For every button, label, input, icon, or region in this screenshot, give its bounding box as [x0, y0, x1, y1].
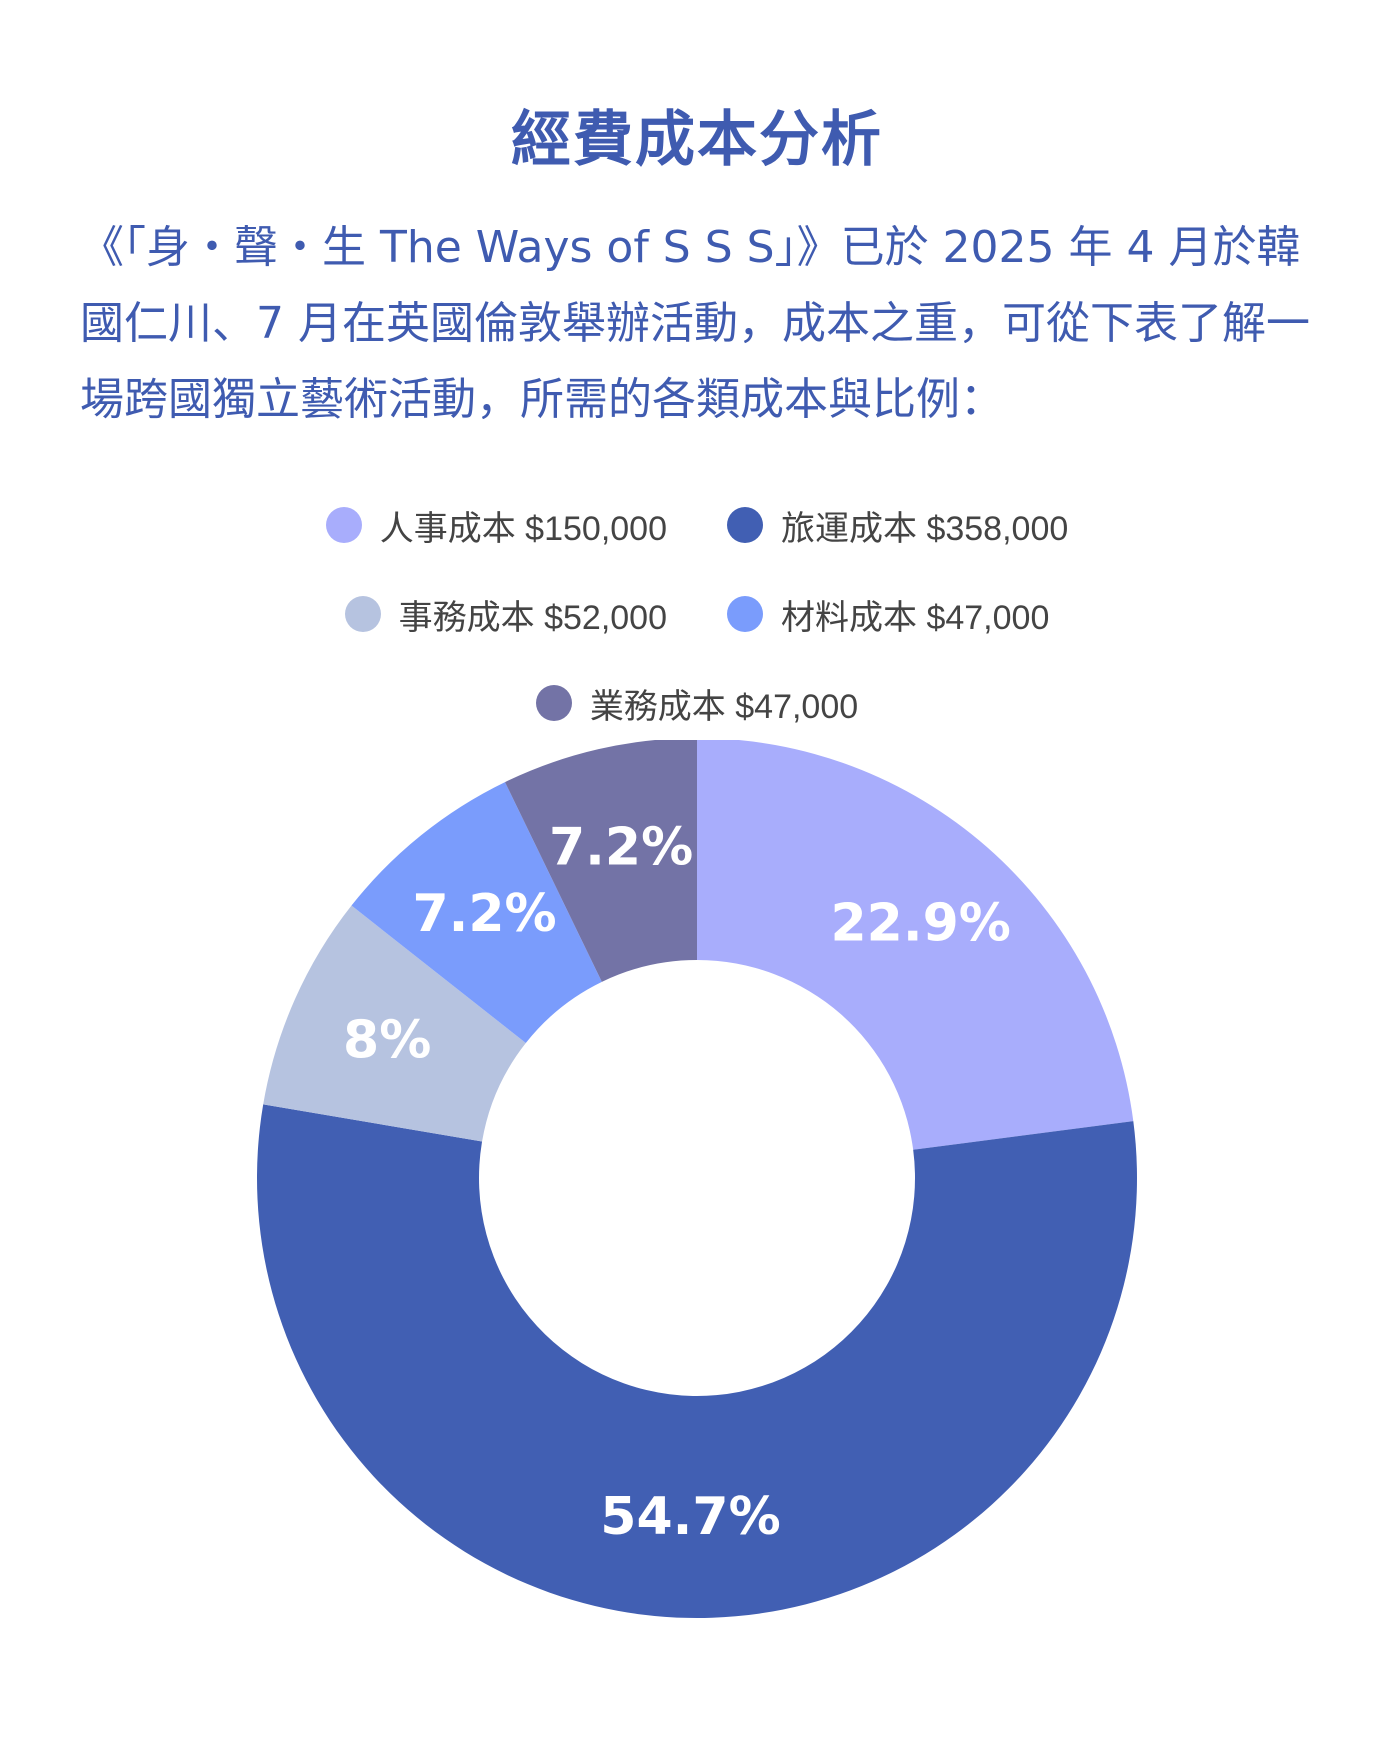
- slice-materials: [351, 782, 602, 1044]
- slice-personnel: [697, 740, 1134, 1150]
- legend-label-personnel: 人事成本 $150,000: [379, 509, 667, 548]
- legend-swatch-materials: [727, 596, 763, 632]
- legend-item-materials: 材料成本 $47,000: [727, 589, 1049, 639]
- slice-business: [505, 740, 697, 982]
- page-title: 經費成本分析: [511, 105, 883, 175]
- chart-legend: 人事成本 $150,000 旅運成本 $358,000 事務成本 $52,000…: [0, 500, 1394, 767]
- slice-admin: [263, 905, 526, 1142]
- legend-label-business: 業務成本 $47,000: [589, 687, 859, 726]
- legend-item-admin: 事務成本 $52,000: [344, 589, 667, 639]
- donut-chart-svg: 22.9% 54.7% 8% 7.2%7.2%: [257, 740, 1137, 1618]
- legend-item-travel: 旅運成本 $358,000: [727, 500, 1068, 550]
- pct-label-personnel: 22.9%: [830, 893, 1010, 953]
- legend-row: 業務成本 $47,000: [0, 678, 1394, 767]
- intro-paragraph: 《「身・聲・生 The Ways of S S S」》已於 2025 年 4 月…: [80, 222, 1310, 425]
- legend-row: 事務成本 $52,000 材料成本 $47,000: [0, 589, 1394, 678]
- pct-label-business: 7.2%: [549, 818, 693, 878]
- legend-swatch-personnel: [325, 507, 362, 543]
- pct-label-admin: 8%: [343, 1010, 431, 1070]
- legend-swatch-admin: [344, 596, 381, 632]
- slice-travel: [257, 1104, 1137, 1618]
- pct-label-materials: 7.2%: [412, 884, 556, 944]
- legend-item-business: 業務成本 $47,000: [535, 678, 859, 728]
- legend-swatch-travel: [727, 507, 763, 543]
- legend-label-travel: 旅運成本 $358,000: [781, 509, 1069, 548]
- donut-chart: 22.9% 54.7% 8% 7.2% 7.2%: [0, 740, 1394, 1680]
- pct-label-travel: 54.7%: [600, 1487, 780, 1547]
- legend-row: 人事成本 $150,000 旅運成本 $358,000: [0, 500, 1394, 589]
- legend-label-materials: 材料成本 $47,000: [781, 598, 1050, 637]
- legend-swatch-business: [535, 685, 572, 721]
- legend-item-personnel: 人事成本 $150,000: [325, 500, 667, 550]
- legend-label-admin: 事務成本 $52,000: [398, 598, 667, 637]
